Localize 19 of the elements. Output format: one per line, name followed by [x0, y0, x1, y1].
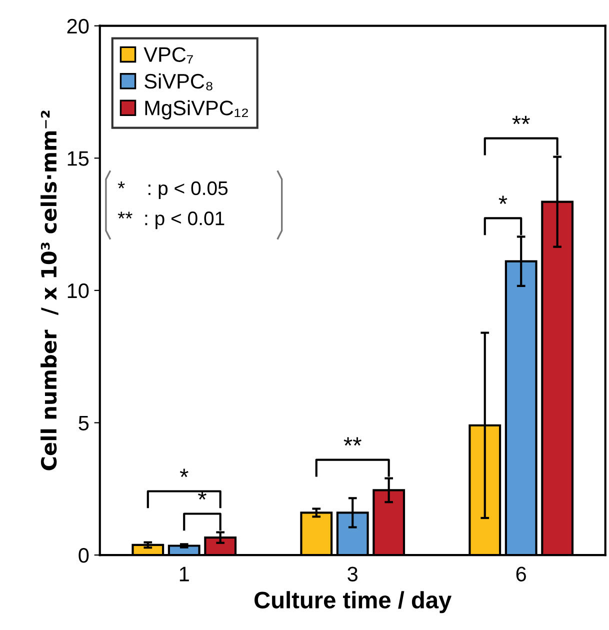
- legend-label: MgSiVPC₁₂: [145, 100, 248, 120]
- y-tick-label: 5: [78, 416, 89, 430]
- x-axis-title: Culture time / day: [254, 591, 452, 614]
- x-tick-label: 1: [180, 566, 189, 582]
- y-tick-label: 10: [68, 283, 89, 298]
- y-tick-label: 0: [78, 548, 89, 563]
- annotation: *: [498, 196, 508, 204]
- annotation: **: [344, 437, 362, 446]
- annotation: ** : p < 0.01: [118, 211, 224, 230]
- annotation: *: [180, 468, 188, 478]
- annotation: * : p < 0.05: [118, 181, 228, 199]
- legend-label: SiVPC₈: [144, 73, 212, 90]
- x-tick-label: 3: [348, 566, 358, 582]
- annotation: **: [512, 116, 530, 124]
- legend-label: VPC₇: [144, 47, 193, 64]
- y-tick-label: 15: [68, 151, 89, 166]
- y-axis-title: Cell number / x 10³ cells·mm⁻²: [40, 110, 58, 470]
- y-tick-label: 20: [67, 18, 89, 34]
- x-tick-label: 6: [516, 566, 526, 582]
